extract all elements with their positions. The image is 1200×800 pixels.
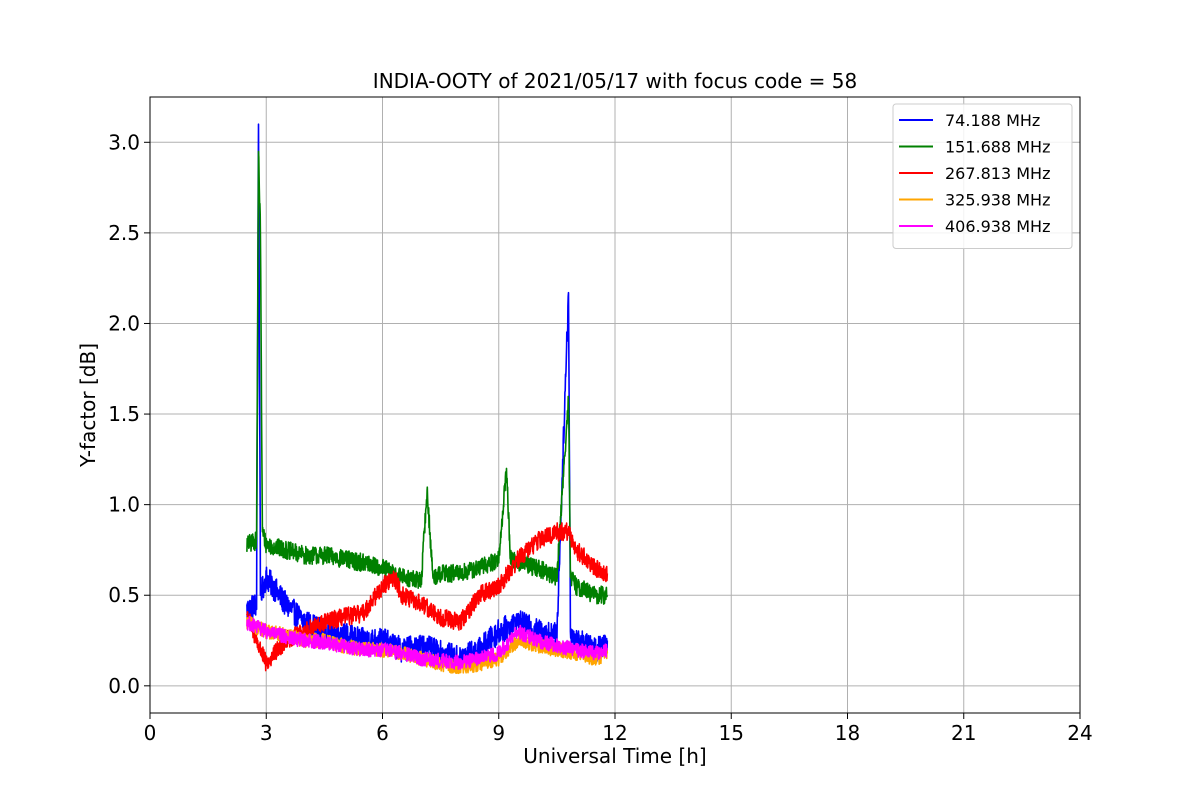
y-tick-label: 0.0 <box>108 674 140 698</box>
x-tick-label: 12 <box>602 721 627 745</box>
x-tick-label: 9 <box>492 721 505 745</box>
series-line <box>246 522 609 672</box>
x-tick-label: 24 <box>1067 721 1092 745</box>
y-tick-label: 2.5 <box>108 221 140 245</box>
x-tick-label: 18 <box>835 721 860 745</box>
legend-label: 74.188 MHz <box>945 111 1040 130</box>
series-line <box>246 615 609 670</box>
x-tick-label: 0 <box>144 721 157 745</box>
y-tick-label: 1.5 <box>108 402 140 426</box>
y-tick-label: 1.0 <box>108 493 140 517</box>
legend-box <box>892 103 1073 249</box>
x-axis-label: Universal Time [h] <box>523 744 706 768</box>
series-lines <box>246 123 609 675</box>
y-axis-label: Y-factor [dB] <box>76 343 100 468</box>
y-tick-label: 3.0 <box>108 130 140 154</box>
axis-ticks: 0 3 6 9 12 15 18 21 24 0.0 0.5 1.0 1.5 2.0 2.5 3.0 <box>108 130 1093 745</box>
legend-label: 151.688 MHz <box>945 138 1050 157</box>
y-tick-label: 0.5 <box>108 583 140 607</box>
x-tick-label: 21 <box>951 721 976 745</box>
legend: 74.188 MHz 151.688 MHz 267.813 MHz 325.938 … <box>892 103 1073 249</box>
legend-label: 325.938 MHz <box>945 191 1050 210</box>
chart-title: INDIA-OOTY of 2021/05/17 with focus code… <box>373 69 857 93</box>
y-tick-label: 2.0 <box>108 311 140 335</box>
legend-label: 267.813 MHz <box>945 164 1050 183</box>
x-tick-label: 3 <box>260 721 273 745</box>
series-line <box>246 150 609 605</box>
x-tick-label: 6 <box>376 721 389 745</box>
x-tick-label: 15 <box>719 721 744 745</box>
legend-label: 406.938 MHz <box>945 217 1050 236</box>
